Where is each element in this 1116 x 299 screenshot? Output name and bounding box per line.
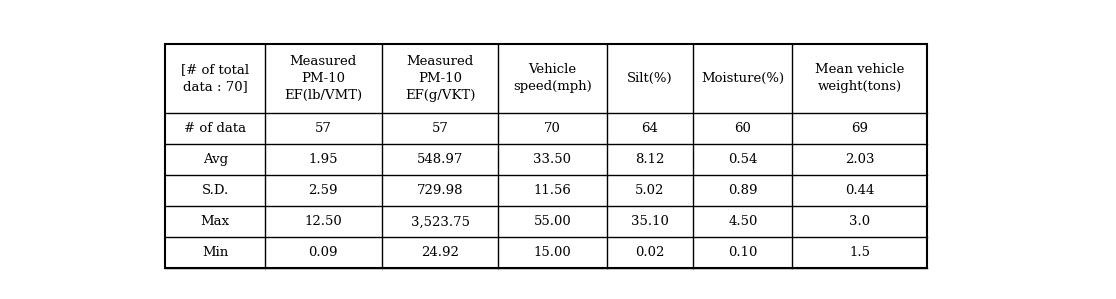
Text: Max: Max	[201, 215, 230, 228]
Text: 15.00: 15.00	[533, 246, 571, 259]
Text: 0.10: 0.10	[728, 246, 758, 259]
Text: Min: Min	[202, 246, 229, 259]
Text: 1.95: 1.95	[308, 153, 338, 166]
Text: Measured
PM-10
EF(g/VKT): Measured PM-10 EF(g/VKT)	[405, 55, 475, 102]
Text: 11.56: 11.56	[533, 184, 571, 197]
Text: 57: 57	[315, 122, 331, 135]
Text: S.D.: S.D.	[202, 184, 229, 197]
Text: 57: 57	[432, 122, 449, 135]
Text: 4.50: 4.50	[728, 215, 758, 228]
Text: 64: 64	[642, 122, 658, 135]
Text: 1.5: 1.5	[849, 246, 870, 259]
Bar	[165, 44, 926, 269]
Text: 70: 70	[545, 122, 561, 135]
Text: 2.03: 2.03	[845, 153, 874, 166]
Text: 0.09: 0.09	[308, 246, 338, 259]
Text: Moisture(%): Moisture(%)	[701, 72, 785, 85]
Text: Mean vehicle
weight(tons): Mean vehicle weight(tons)	[815, 63, 904, 94]
Text: 69: 69	[852, 122, 868, 135]
Text: 60: 60	[734, 122, 751, 135]
Text: 35.10: 35.10	[631, 215, 668, 228]
Text: # of data: # of data	[184, 122, 247, 135]
Text: Vehicle
speed(mph): Vehicle speed(mph)	[513, 63, 591, 94]
Text: 0.44: 0.44	[845, 184, 874, 197]
Text: Silt(%): Silt(%)	[627, 72, 673, 85]
Text: 24.92: 24.92	[421, 246, 459, 259]
Text: 12.50: 12.50	[305, 215, 343, 228]
Text: 0.54: 0.54	[728, 153, 758, 166]
Text: Measured
PM-10
EF(lb/VMT): Measured PM-10 EF(lb/VMT)	[285, 55, 363, 102]
Text: 0.89: 0.89	[728, 184, 758, 197]
Text: 729.98: 729.98	[416, 184, 463, 197]
Text: Avg: Avg	[203, 153, 228, 166]
Text: 2.59: 2.59	[308, 184, 338, 197]
Text: 3.0: 3.0	[849, 215, 870, 228]
Text: 0.02: 0.02	[635, 246, 664, 259]
Text: 55.00: 55.00	[533, 215, 571, 228]
Text: 33.50: 33.50	[533, 153, 571, 166]
Text: 548.97: 548.97	[417, 153, 463, 166]
Text: 5.02: 5.02	[635, 184, 664, 197]
Text: 8.12: 8.12	[635, 153, 664, 166]
Text: [# of total
data : 70]: [# of total data : 70]	[181, 63, 249, 94]
Text: 3,523.75: 3,523.75	[411, 215, 470, 228]
